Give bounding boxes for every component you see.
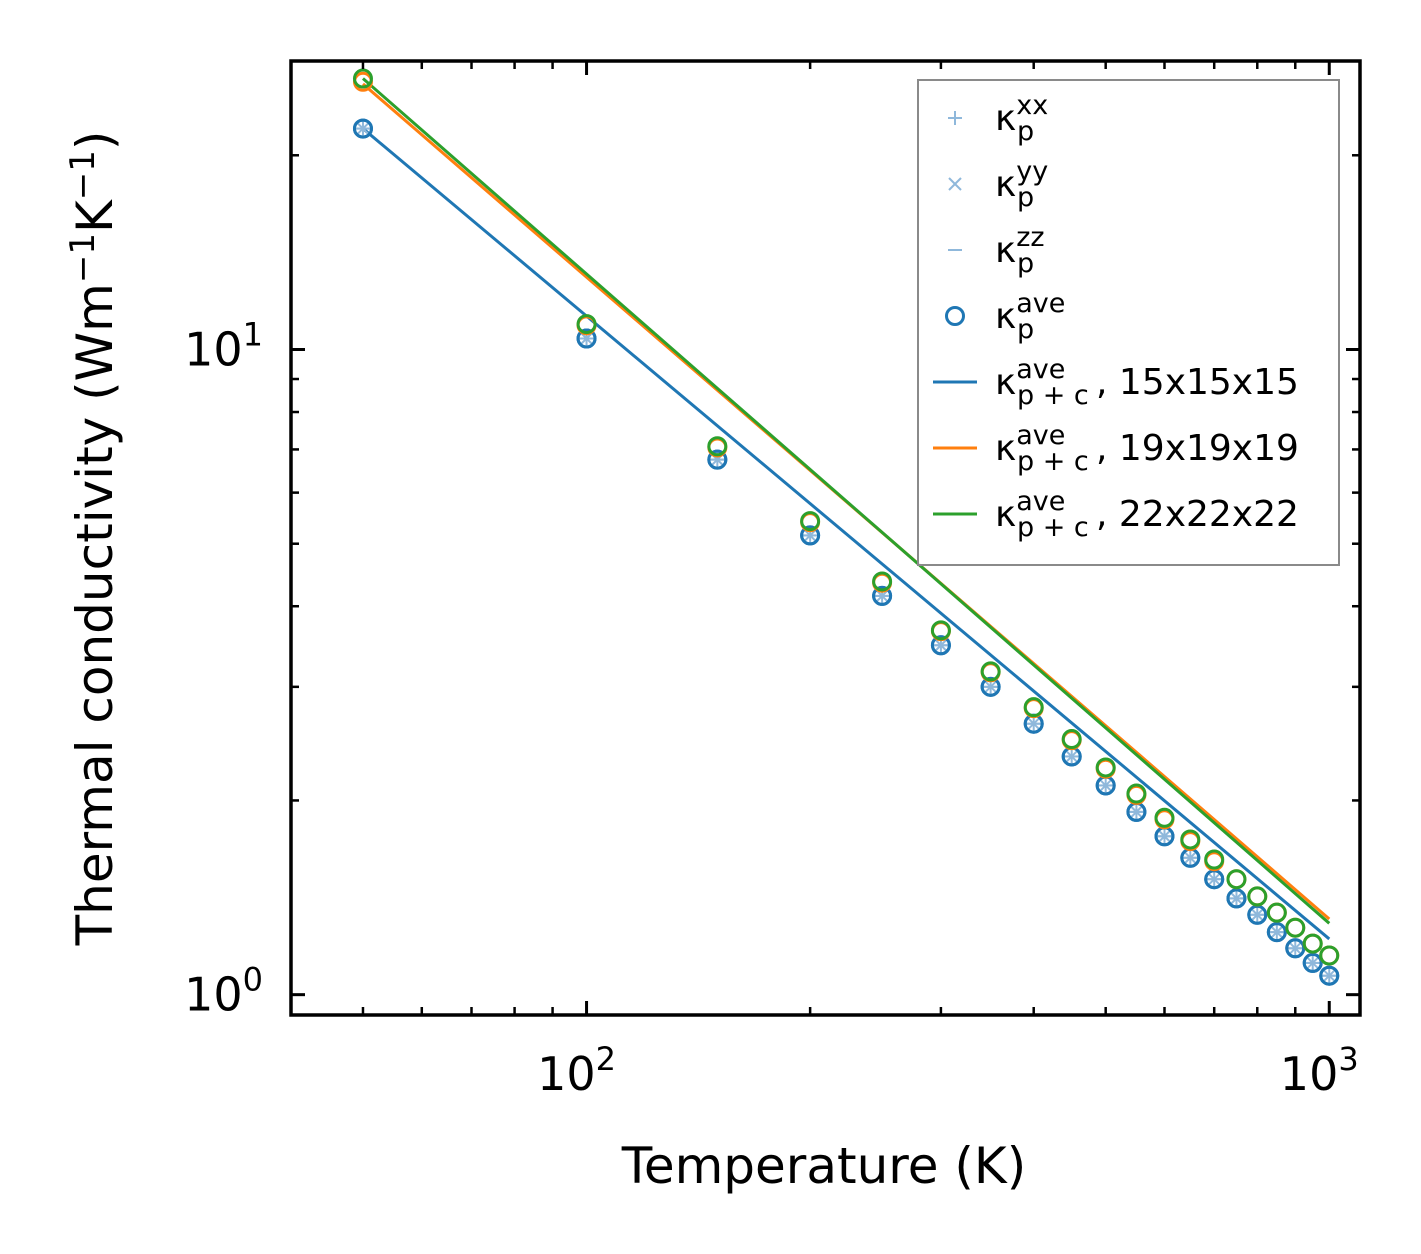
series-4-point-2: [707, 449, 728, 470]
legend-sup: xx: [1016, 90, 1048, 121]
legend-suffix-6: , 22x22x22: [1096, 494, 1299, 535]
y-axis-label-sup2: −1: [63, 150, 103, 200]
series-6-point-6: [980, 661, 1001, 682]
legend-sup: ave: [1016, 486, 1065, 517]
series-6-point-17: [1285, 917, 1306, 938]
y-axis-label-main: Thermal conductivity (Wm: [66, 283, 124, 946]
series-6-point-15: [1247, 886, 1268, 907]
series-4-point-3: [800, 525, 821, 546]
plot-area: [352, 68, 1340, 986]
series-line-6: [361, 77, 1331, 925]
legend-kappa: κ: [995, 230, 1016, 271]
legend-kappa: κ: [995, 296, 1016, 337]
legend-handle-1-b: [948, 177, 962, 191]
legend-handle-1: [948, 177, 962, 191]
y-tick-label-1: 101: [184, 315, 263, 376]
series-4-point-19: [1319, 965, 1340, 986]
legend-kappa: κ: [995, 494, 1016, 535]
legend-label-4: κave: [995, 354, 1065, 403]
legend-sup: yy: [1016, 156, 1048, 187]
series-6-point-3: [800, 511, 821, 532]
x-axis-label: Temperature (K): [621, 1137, 1026, 1195]
series-4-point-0: [352, 118, 373, 139]
series-6-point-19: [1319, 945, 1340, 966]
legend-sub-1: p: [1017, 182, 1034, 213]
legend-sub-6: p + c: [1017, 512, 1089, 543]
legend-sub-4: p + c: [1017, 380, 1089, 411]
series-6-point-18: [1302, 933, 1323, 954]
series-6-point-14: [1226, 869, 1247, 890]
series-4-point-16: [1266, 922, 1287, 943]
series-4-point-17: [1285, 938, 1306, 959]
plot-content: [352, 68, 1340, 986]
legend-kappa: κ: [995, 428, 1016, 469]
legend-label-0: κxx: [995, 90, 1048, 139]
y-tick-label-exp: 0: [243, 961, 263, 999]
legend-sup: ave: [1016, 288, 1065, 319]
series-6-point-13: [1204, 849, 1225, 870]
legend-sub-0: p: [1017, 116, 1034, 147]
legend-sub-5: p + c: [1017, 446, 1089, 477]
series-6-point-11: [1154, 807, 1175, 828]
legend-suffix-4: , 15x15x15: [1096, 362, 1299, 403]
series-line-4: [362, 127, 1331, 941]
y-axis-label-mid: K: [66, 199, 124, 233]
series-6-point-7: [1023, 697, 1044, 718]
legend-label-2: κzz: [995, 222, 1045, 271]
series-6-point-12: [1180, 829, 1201, 850]
x-tick-label-0: 102: [537, 1040, 616, 1101]
plot-frame: [289, 59, 1362, 1017]
y-axis-label-end: ): [66, 131, 124, 151]
legend-label-3: κave: [995, 288, 1065, 337]
series-6-point-5: [930, 620, 951, 641]
x-tick-label-exp: 2: [596, 1040, 616, 1078]
y-tick-label-base: 10: [184, 968, 243, 1022]
series-6-point-9: [1095, 757, 1116, 778]
legend-sup: ave: [1016, 420, 1065, 451]
y-tick-label-0: 100: [184, 961, 263, 1022]
legend-sup: zz: [1016, 222, 1044, 253]
x-tick-label-base: 10: [1280, 1047, 1339, 1101]
series-4-point-4: [872, 585, 893, 606]
legend-kappa: κ: [995, 98, 1016, 139]
series-4-point-1: [576, 328, 597, 349]
x-tick-label-base: 10: [537, 1047, 596, 1101]
x-tick-label-1: 103: [1280, 1040, 1359, 1101]
series-6-point-2: [707, 436, 728, 457]
series-6-point-4: [872, 571, 893, 592]
x-tick-label-exp: 3: [1338, 1040, 1358, 1078]
legend-label-1: κyy: [995, 156, 1048, 205]
y-tick-label-exp: 1: [243, 315, 263, 353]
y-tick-label-base: 10: [184, 322, 243, 376]
legend-sub-3: p: [1017, 314, 1034, 345]
legend-handle-0: [948, 111, 962, 125]
legend-kappa: κ: [995, 164, 1016, 205]
series-6-point-0: [352, 68, 373, 89]
series-6-point-10: [1126, 783, 1147, 804]
series-6-point-1: [576, 314, 597, 335]
series-4-point-14: [1226, 888, 1247, 909]
legend-sup: ave: [1016, 354, 1065, 385]
y-axis-label: Thermal conductivity (Wm−1K−1): [63, 131, 124, 947]
y-axis-label-sup1: −1: [63, 233, 103, 283]
series-6-point-8: [1061, 729, 1082, 750]
series-4-point-5: [930, 635, 951, 656]
legend-sub-2: p: [1017, 248, 1034, 279]
legend-suffix-5: , 19x19x19: [1096, 428, 1299, 469]
legend-label-6: κave: [995, 486, 1065, 535]
legend-box: [917, 79, 1340, 566]
series-4-point-18: [1302, 952, 1323, 973]
legend-handle-3: [945, 306, 965, 326]
legend-label-5: κave: [995, 420, 1065, 469]
series-6-point-16: [1266, 902, 1287, 923]
legend-kappa: κ: [995, 362, 1016, 403]
series-4-point-6: [980, 676, 1001, 697]
